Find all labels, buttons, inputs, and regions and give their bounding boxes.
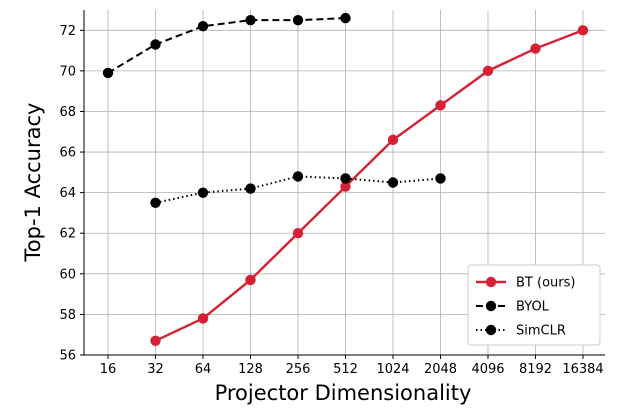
x-tick-label: 256: [286, 362, 311, 377]
y-tick-label: 70: [59, 64, 76, 79]
x-tick-label: 128: [238, 362, 263, 377]
data-point: [435, 100, 446, 111]
data-point: [150, 39, 161, 50]
data-point: [245, 183, 256, 194]
data-point: [340, 173, 351, 184]
legend-label: BT (ours): [516, 276, 575, 291]
series-bt-ours: [150, 25, 589, 346]
y-tick-label: 66: [59, 146, 76, 161]
y-tick-label: 68: [59, 105, 76, 120]
y-tick-label: 58: [59, 308, 76, 323]
legend-marker: [485, 276, 497, 288]
data-point: [150, 197, 161, 208]
legend-box: [467, 264, 601, 346]
legend-entries: BT (ours) BYOL SimCLR: [476, 276, 575, 339]
data-point: [245, 274, 256, 286]
legend-label: BYOL: [516, 300, 550, 315]
y-tick-label: 60: [59, 267, 76, 282]
legend: BT (ours) BYOL SimCLR: [467, 264, 601, 346]
legend-label: SimCLR: [516, 324, 566, 339]
legend-marker: [485, 300, 497, 312]
data-point: [340, 12, 351, 24]
y-tick-label: 56: [59, 349, 76, 364]
x-ticks: 16 32 64 128 256 512 1024 2048 4096 8192 16384: [100, 355, 604, 377]
data-point: [340, 181, 351, 192]
data-point: [292, 171, 304, 182]
axes: [83, 10, 605, 356]
x-tick-label: 1024: [376, 362, 409, 377]
data-point: [577, 25, 589, 36]
series-simclr: [150, 171, 446, 208]
x-tick-label: 512: [333, 362, 358, 377]
y-ticks: 56 58 60 62 64 66 68 70 72: [59, 24, 84, 364]
data-point: [197, 187, 209, 198]
data-point: [292, 14, 304, 26]
series-line: [107, 17, 346, 74]
legend-marker: [485, 324, 497, 336]
data-point: [292, 228, 304, 239]
data-point: [150, 335, 161, 346]
series: [102, 12, 589, 346]
x-tick-label: 64: [195, 362, 212, 377]
data-point: [435, 173, 446, 184]
series-byol: [102, 12, 351, 79]
x-tick-label: 32: [147, 362, 164, 377]
data-point: [387, 134, 399, 146]
y-axis-label: Top-1 Accuracy: [21, 103, 45, 263]
data-point: [102, 67, 114, 79]
data-point: [530, 43, 541, 54]
series-line: [154, 29, 584, 342]
data-point: [197, 313, 209, 324]
data-point: [482, 65, 494, 77]
data-point: [387, 177, 399, 188]
x-tick-label: 16384: [562, 362, 603, 377]
y-tick-label: 64: [59, 186, 76, 201]
x-tick-label: 4096: [471, 362, 504, 377]
data-point: [197, 21, 209, 32]
data-point: [245, 14, 256, 26]
y-tick-label: 62: [59, 227, 76, 242]
x-axis-label: Projector Dimensionality: [215, 381, 472, 405]
x-tick-label: 2048: [424, 362, 457, 377]
y-tick-label: 72: [59, 24, 76, 39]
x-tick-label: 16: [100, 362, 117, 377]
x-tick-label: 8192: [519, 362, 552, 377]
